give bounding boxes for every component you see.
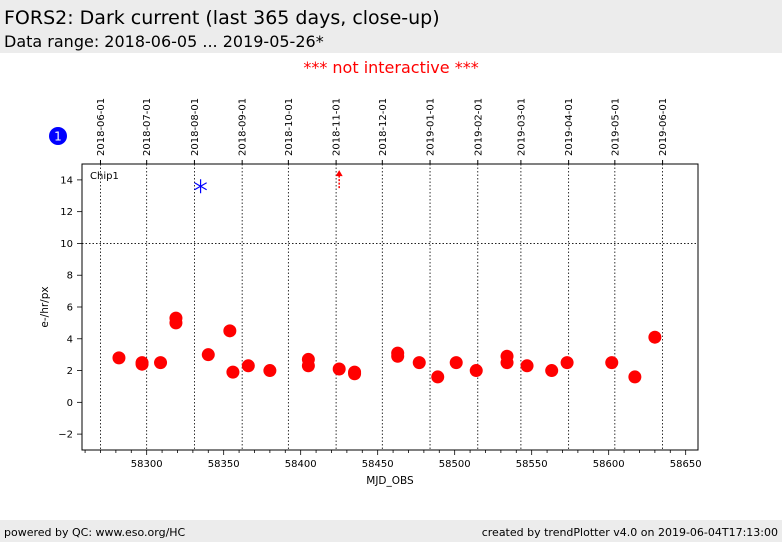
data-point — [605, 356, 619, 370]
data-point — [241, 359, 255, 373]
y-tick-label: 12 — [60, 207, 73, 218]
outlier-star-marker — [194, 179, 207, 194]
y-tick-label: 8 — [67, 271, 73, 282]
data-point — [648, 330, 662, 344]
date-label: 2018-12-01 — [378, 98, 389, 156]
x-tick-label: 58400 — [285, 459, 317, 470]
date-label: 2018-11-01 — [332, 98, 343, 156]
data-point — [469, 364, 483, 378]
date-label: 2019-04-01 — [564, 98, 575, 156]
data-point — [348, 367, 362, 381]
data-point — [201, 348, 215, 362]
date-label: 2019-02-01 — [473, 98, 484, 156]
date-label: 2019-03-01 — [516, 98, 527, 156]
y-axis-label: e-/hr/px — [39, 286, 51, 327]
data-point — [332, 362, 346, 376]
data-point — [112, 351, 126, 365]
y-tick-label: 6 — [67, 303, 73, 314]
x-axis-label: MJD_OBS — [366, 475, 414, 487]
data-point — [520, 359, 534, 373]
data-point — [628, 370, 642, 384]
y-tick-label: 4 — [67, 334, 73, 345]
data-point — [449, 356, 463, 370]
data-point — [560, 356, 574, 370]
data-point — [263, 364, 277, 378]
data-point — [431, 370, 445, 384]
data-point — [169, 316, 183, 330]
footer-created: created by trendPlotter v4.0 on 2019-06-… — [481, 526, 778, 539]
date-label: 2018-08-01 — [190, 98, 201, 156]
data-point — [412, 356, 426, 370]
data-point — [391, 349, 405, 363]
panel-label: Chip1 — [90, 171, 119, 182]
not-interactive-notice: *** not interactive *** — [303, 58, 479, 77]
page-title: FORS2: Dark current (last 365 days, clos… — [4, 7, 440, 29]
footer-bar: powered by QC: www.eso.org/HC created by… — [0, 520, 782, 542]
x-tick-label: 58550 — [516, 459, 548, 470]
date-label: 2019-06-01 — [658, 98, 669, 156]
y-tick-label: 2 — [67, 366, 73, 377]
y-tick-label: 10 — [60, 239, 73, 250]
header-bar: FORS2: Dark current (last 365 days, clos… — [0, 0, 782, 53]
x-tick-label: 58600 — [593, 459, 625, 470]
date-label: 2018-07-01 — [142, 98, 153, 156]
outlier-arrow-marker — [335, 170, 343, 189]
plot-frame — [81, 163, 699, 451]
x-tick-label: 58650 — [670, 459, 702, 470]
y-tick-label: 0 — [67, 398, 73, 409]
x-tick-label: 58350 — [208, 459, 240, 470]
data-point — [500, 356, 514, 370]
badge-circle — [49, 127, 67, 145]
y-tick-label: −2 — [58, 430, 73, 441]
data-point — [154, 356, 168, 370]
date-label: 2019-01-01 — [426, 98, 437, 156]
y-tick-label: 14 — [60, 175, 73, 186]
date-label: 2018-06-01 — [96, 98, 107, 156]
date-label: 2019-05-01 — [610, 98, 621, 156]
data-range: Data range: 2018-06-05 ... 2019-05-26* — [4, 32, 324, 51]
x-tick-label: 58450 — [362, 459, 394, 470]
date-label: 2018-09-01 — [238, 98, 249, 156]
data-point — [226, 365, 240, 379]
data-point — [301, 359, 315, 373]
date-label: 2018-10-01 — [284, 98, 295, 156]
x-tick-label: 58500 — [439, 459, 471, 470]
footer-credit: powered by QC: www.eso.org/HC — [4, 526, 186, 539]
badge-number: 1 — [54, 130, 62, 144]
data-point — [223, 324, 237, 338]
data-point — [545, 364, 559, 378]
x-tick-label: 58300 — [131, 459, 163, 470]
data-point — [135, 357, 149, 371]
